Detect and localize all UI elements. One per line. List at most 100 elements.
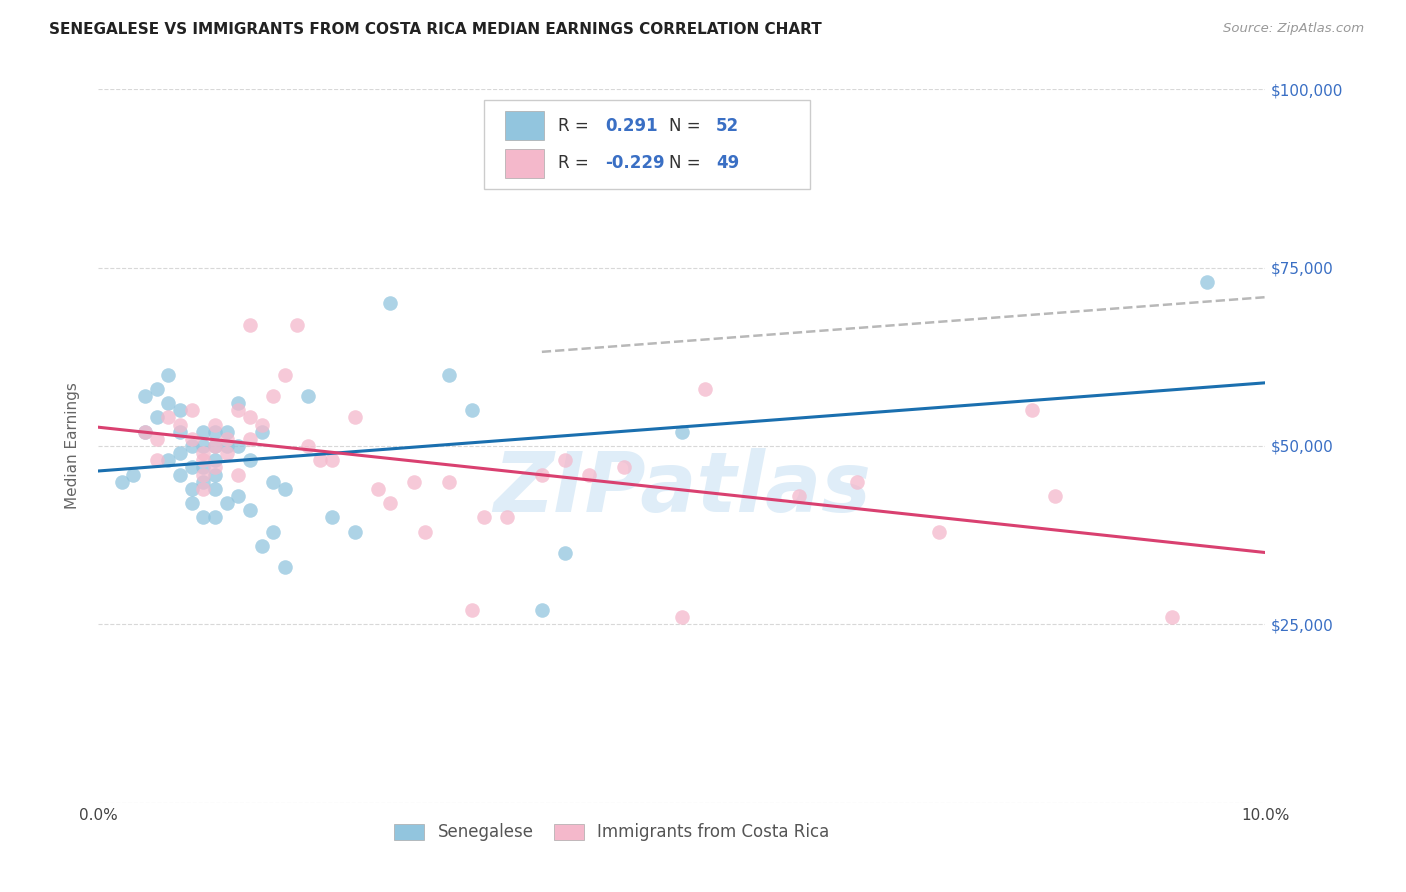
Point (122, 467, 145, 482)
Point (380, 296, 402, 310)
Point (239, 453, 262, 467)
Legend: Senegalese, Immigrants from Costa Rica: Senegalese, Immigrants from Costa Rica (388, 817, 837, 848)
Point (344, 410, 367, 425)
Point (461, 403, 484, 417)
Point (274, 368, 297, 382)
Point (146, 432, 169, 446)
Point (309, 453, 332, 467)
Point (695, 382, 717, 396)
Point (204, 417, 226, 432)
Point (530, 467, 553, 482)
Point (787, 489, 810, 503)
Point (180, 432, 202, 446)
Point (297, 439, 319, 453)
Point (193, 460, 215, 475)
Point (274, 560, 297, 574)
Text: R =: R = (558, 117, 595, 135)
Point (297, 389, 319, 403)
Point (193, 453, 215, 467)
Point (193, 439, 215, 453)
Point (437, 475, 460, 489)
Point (134, 425, 156, 439)
Point (472, 510, 495, 524)
Point (578, 467, 600, 482)
Point (1045, 489, 1067, 503)
Point (180, 482, 202, 496)
Point (671, 425, 693, 439)
Point (285, 318, 308, 332)
FancyBboxPatch shape (505, 149, 544, 178)
Point (180, 439, 202, 453)
Point (146, 382, 169, 396)
Point (239, 318, 262, 332)
Point (169, 417, 191, 432)
Point (193, 510, 215, 524)
Text: 52: 52 (716, 117, 740, 135)
Point (239, 503, 262, 517)
Y-axis label: Median Earnings: Median Earnings (65, 383, 80, 509)
Point (239, 410, 262, 425)
Point (215, 446, 238, 460)
Point (146, 453, 169, 467)
Point (461, 603, 484, 617)
Text: R =: R = (558, 154, 595, 172)
Point (413, 524, 436, 539)
Point (228, 489, 250, 503)
Point (204, 425, 226, 439)
Point (262, 389, 284, 403)
Point (193, 482, 215, 496)
Point (204, 467, 226, 482)
Point (146, 410, 169, 425)
Point (262, 475, 284, 489)
Point (437, 368, 460, 382)
FancyBboxPatch shape (484, 100, 810, 189)
Point (496, 510, 519, 524)
Text: 0.291: 0.291 (605, 117, 658, 135)
Point (612, 460, 634, 475)
Point (530, 603, 553, 617)
Point (169, 425, 191, 439)
Point (134, 389, 156, 403)
Point (1021, 403, 1043, 417)
Point (180, 496, 202, 510)
Point (554, 546, 576, 560)
Point (321, 453, 343, 467)
Point (204, 439, 226, 453)
Point (228, 396, 250, 410)
Point (204, 510, 226, 524)
Point (180, 460, 202, 475)
Point (274, 482, 297, 496)
Point (671, 610, 693, 624)
Point (250, 539, 273, 553)
Text: ZIPatlas: ZIPatlas (494, 449, 870, 529)
Point (193, 425, 215, 439)
Point (1161, 610, 1184, 624)
Point (262, 524, 284, 539)
Point (169, 467, 191, 482)
Text: SENEGALESE VS IMMIGRANTS FROM COSTA RICA MEDIAN EARNINGS CORRELATION CHART: SENEGALESE VS IMMIGRANTS FROM COSTA RICA… (49, 22, 823, 37)
Point (169, 446, 191, 460)
Point (193, 467, 215, 482)
Point (1195, 275, 1218, 289)
FancyBboxPatch shape (505, 112, 544, 140)
Point (228, 439, 250, 453)
Point (250, 425, 273, 439)
Point (193, 446, 215, 460)
Point (157, 396, 180, 410)
Text: N =: N = (669, 117, 706, 135)
Text: 49: 49 (716, 154, 740, 172)
Point (402, 475, 425, 489)
Point (228, 467, 250, 482)
Point (228, 403, 250, 417)
Point (180, 403, 202, 417)
Point (321, 510, 343, 524)
Text: N =: N = (669, 154, 706, 172)
Point (367, 482, 389, 496)
Point (215, 432, 238, 446)
Text: -0.229: -0.229 (605, 154, 665, 172)
Point (157, 410, 180, 425)
Point (380, 496, 402, 510)
Point (250, 417, 273, 432)
Point (204, 453, 226, 467)
Point (204, 460, 226, 475)
